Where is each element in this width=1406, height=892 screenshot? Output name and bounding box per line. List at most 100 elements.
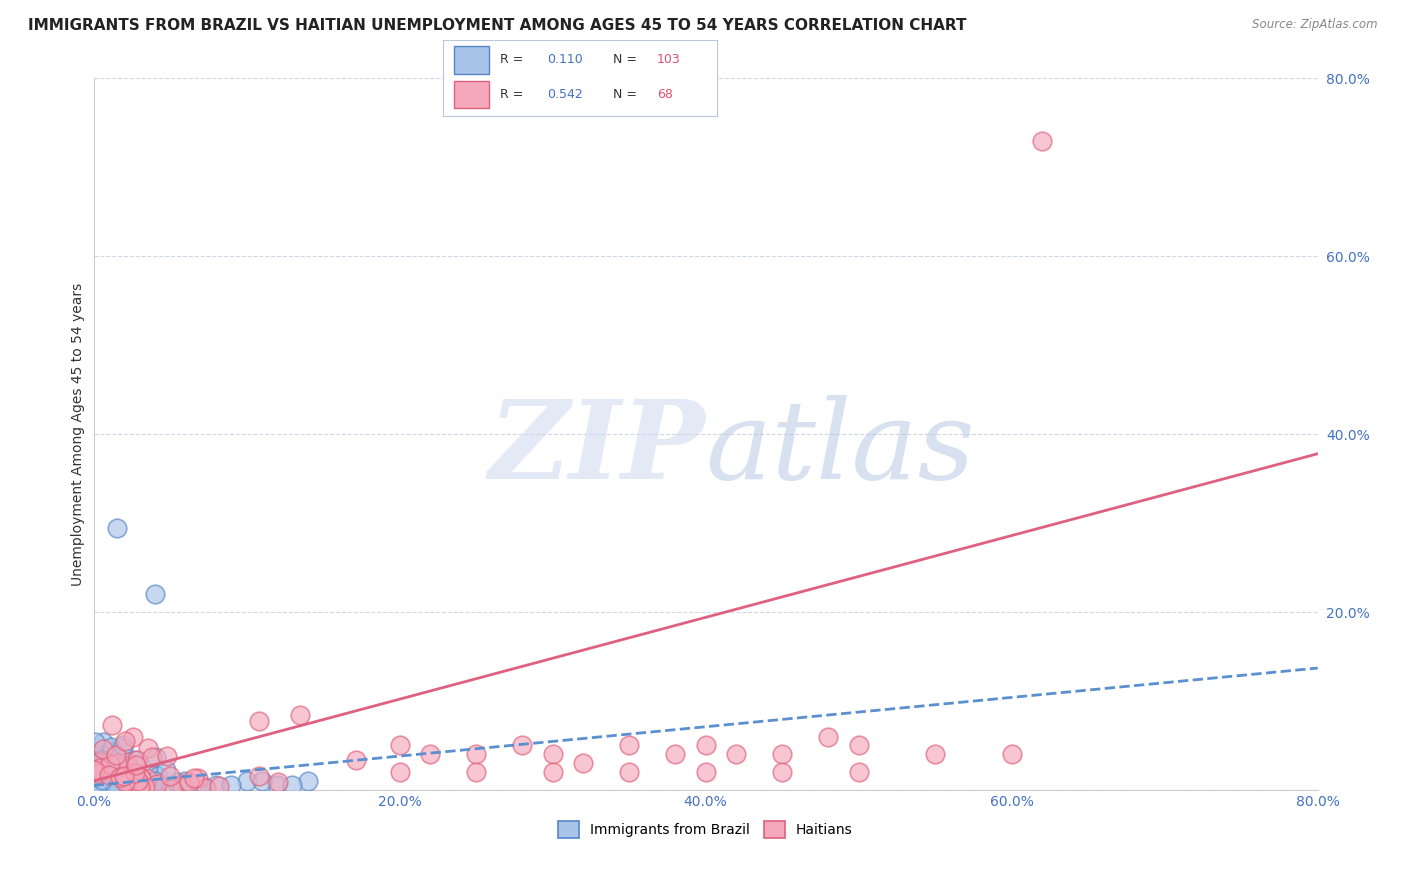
Point	[94, 755, 117, 769]
Point	[91, 772, 114, 787]
Point	[91, 753, 114, 767]
Point	[100, 765, 122, 780]
Point	[89, 778, 111, 792]
Point	[155, 763, 177, 777]
Text: 103: 103	[657, 54, 681, 66]
Point	[848, 739, 870, 753]
Point	[267, 774, 290, 789]
Point	[94, 781, 117, 796]
Point	[87, 760, 110, 774]
Point	[146, 769, 169, 783]
Point	[105, 773, 128, 788]
Point	[89, 781, 111, 796]
Point	[87, 780, 110, 795]
Point	[664, 747, 686, 762]
Point	[98, 762, 121, 776]
Point	[344, 753, 367, 767]
Point	[617, 765, 640, 780]
Point	[84, 769, 107, 783]
Point	[107, 767, 129, 781]
Point	[117, 765, 139, 780]
Y-axis label: Unemployment Among Ages 45 to 54 years: Unemployment Among Ages 45 to 54 years	[72, 283, 86, 586]
Point	[179, 774, 201, 789]
Point	[124, 766, 146, 780]
Point	[136, 779, 159, 793]
Point	[817, 730, 839, 744]
Text: N =: N =	[613, 88, 637, 101]
Point	[183, 771, 205, 785]
Point	[388, 765, 411, 780]
Point	[104, 747, 127, 762]
Point	[124, 781, 146, 796]
Point	[114, 757, 136, 772]
Point	[465, 747, 488, 762]
Point	[172, 779, 194, 793]
Point	[159, 769, 181, 783]
Point	[105, 756, 128, 771]
Text: atlas: atlas	[706, 394, 976, 502]
Point	[134, 774, 156, 789]
Point	[141, 749, 163, 764]
Point	[115, 765, 138, 780]
Point	[208, 779, 231, 793]
Text: ZIP: ZIP	[489, 394, 706, 502]
Point	[127, 774, 149, 789]
Point	[205, 779, 228, 793]
Point	[135, 771, 157, 785]
Point	[103, 764, 125, 779]
Point	[247, 714, 270, 728]
Point	[104, 765, 127, 780]
Point	[93, 769, 115, 783]
Point	[104, 781, 127, 796]
Point	[91, 772, 114, 787]
Point	[117, 758, 139, 772]
Point	[132, 780, 155, 794]
Point	[120, 777, 142, 791]
Point	[91, 774, 114, 789]
Point	[143, 774, 166, 789]
Text: 0.542: 0.542	[547, 88, 583, 101]
Point	[90, 782, 112, 797]
Point	[84, 763, 107, 777]
Point	[105, 780, 128, 795]
Point	[541, 765, 564, 780]
Point	[117, 774, 139, 789]
Point	[465, 765, 488, 780]
Point	[115, 756, 138, 770]
Text: N =: N =	[613, 54, 637, 66]
Point	[98, 782, 121, 797]
Point	[84, 780, 107, 794]
Point	[100, 718, 122, 732]
Point	[114, 734, 136, 748]
Point	[770, 765, 793, 780]
Point	[115, 759, 138, 773]
Point	[235, 774, 257, 789]
Point	[250, 774, 273, 789]
Point	[281, 779, 304, 793]
Point	[84, 781, 107, 796]
Point	[100, 739, 122, 754]
Point	[86, 757, 108, 772]
Point	[510, 739, 533, 753]
Point	[114, 772, 136, 787]
Point	[136, 741, 159, 756]
Point	[87, 766, 110, 780]
Point	[96, 778, 118, 792]
Point	[84, 756, 107, 770]
Point	[143, 587, 166, 601]
Point	[96, 779, 118, 793]
Point	[124, 753, 146, 767]
Point	[91, 777, 114, 791]
Point	[114, 773, 136, 788]
Point	[1001, 747, 1024, 762]
Point	[725, 747, 748, 762]
Point	[104, 781, 127, 796]
Point	[145, 777, 167, 791]
Point	[297, 774, 319, 789]
Point	[87, 780, 110, 794]
Point	[98, 757, 121, 772]
Text: R =: R =	[501, 54, 524, 66]
Point	[89, 780, 111, 795]
Point	[541, 747, 564, 762]
Point	[87, 755, 110, 769]
